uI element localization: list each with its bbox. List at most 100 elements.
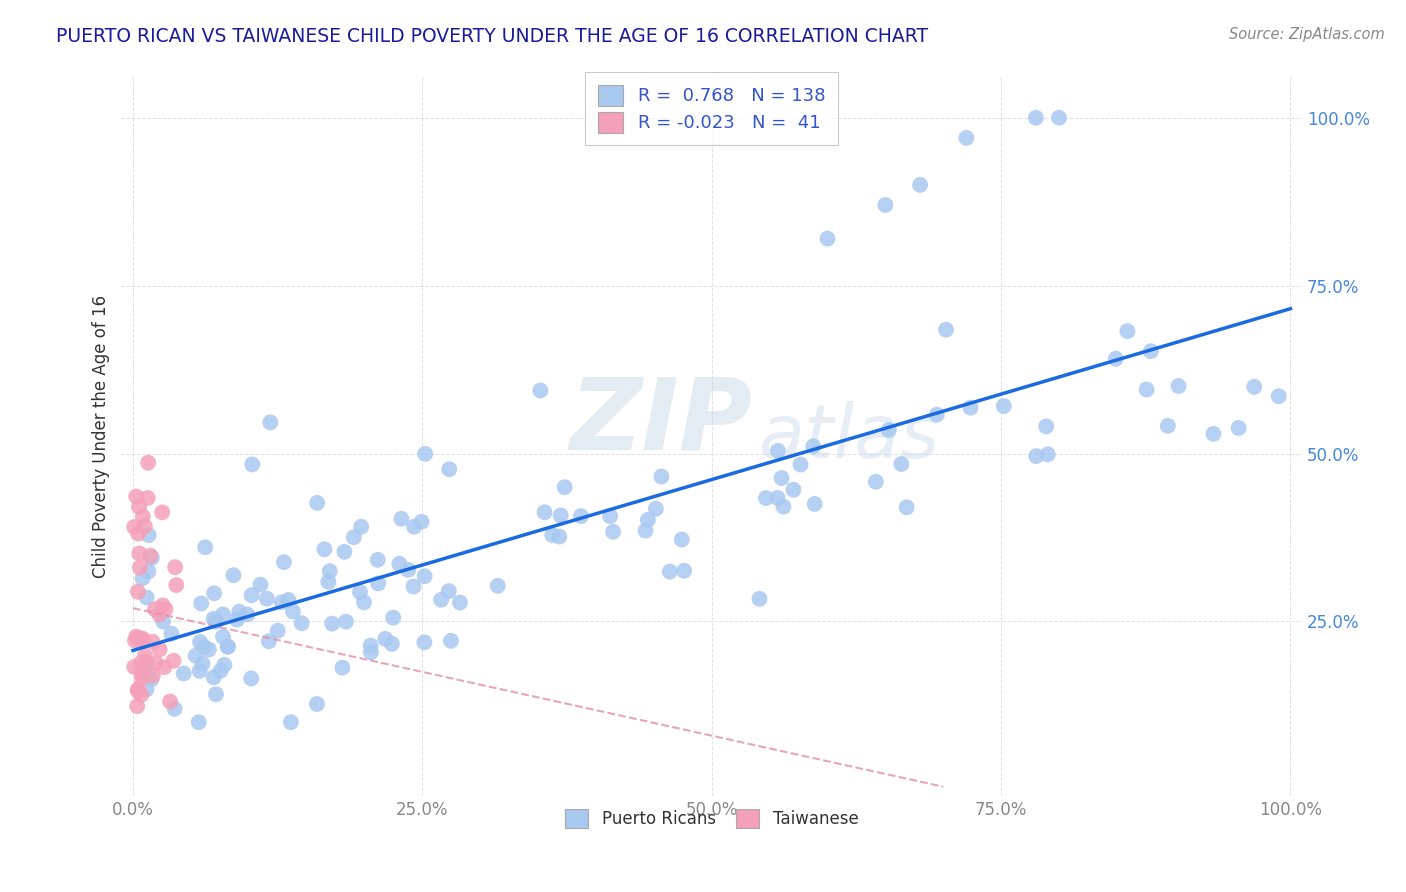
Point xyxy=(150,505,173,519)
Point xyxy=(935,323,957,337)
Point xyxy=(1157,418,1180,433)
Point xyxy=(127,526,149,541)
Point xyxy=(374,632,396,646)
Point xyxy=(755,491,778,505)
Point xyxy=(413,447,436,461)
Point xyxy=(124,633,146,648)
Point xyxy=(142,635,165,649)
Point xyxy=(367,553,389,567)
Point xyxy=(782,483,804,497)
Point xyxy=(877,423,900,437)
Point xyxy=(333,545,356,559)
Point xyxy=(187,715,209,730)
Point xyxy=(993,399,1015,413)
Point xyxy=(650,469,672,483)
Point xyxy=(127,632,149,646)
Point xyxy=(259,416,281,430)
Point xyxy=(548,530,571,544)
Point xyxy=(202,586,225,600)
Point xyxy=(673,564,696,578)
Point xyxy=(141,673,163,687)
Point xyxy=(205,687,228,701)
Point xyxy=(1140,344,1163,359)
Point xyxy=(257,634,280,648)
Point xyxy=(214,657,236,672)
Point xyxy=(127,584,149,599)
Point xyxy=(1025,449,1047,463)
Point xyxy=(188,664,211,678)
Point xyxy=(360,639,382,653)
Point xyxy=(644,501,666,516)
Point xyxy=(766,443,789,458)
Point xyxy=(367,576,389,591)
Point xyxy=(202,612,225,626)
Point xyxy=(908,178,931,192)
Point xyxy=(131,671,153,685)
Point xyxy=(817,232,839,246)
Point xyxy=(141,550,163,565)
Point xyxy=(529,384,551,398)
Point xyxy=(554,480,576,494)
Point xyxy=(925,408,948,422)
Point xyxy=(139,549,162,563)
Point xyxy=(127,699,149,714)
Point xyxy=(437,584,460,599)
Point xyxy=(240,458,263,472)
Point xyxy=(413,569,436,583)
Point xyxy=(136,657,159,672)
Point xyxy=(486,579,509,593)
Point xyxy=(599,509,621,524)
Point xyxy=(335,615,357,629)
Point xyxy=(127,682,149,697)
Point xyxy=(135,591,157,605)
Point xyxy=(202,670,225,684)
Point xyxy=(125,490,148,504)
Point xyxy=(209,664,232,678)
Point xyxy=(411,515,433,529)
Point xyxy=(305,697,328,711)
Point xyxy=(240,672,263,686)
Point xyxy=(129,656,152,670)
Point xyxy=(1047,111,1070,125)
Point xyxy=(955,131,977,145)
Point xyxy=(291,616,314,631)
Point xyxy=(634,524,657,538)
Point xyxy=(381,637,404,651)
Point xyxy=(165,560,187,574)
Point xyxy=(132,509,155,524)
Point xyxy=(122,660,145,674)
Point xyxy=(1035,419,1057,434)
Point xyxy=(256,591,278,606)
Point xyxy=(766,491,789,505)
Point xyxy=(125,630,148,644)
Point xyxy=(129,560,152,574)
Legend: Puerto Ricans, Taiwanese: Puerto Ricans, Taiwanese xyxy=(558,802,865,835)
Point xyxy=(281,605,304,619)
Point xyxy=(131,666,153,681)
Point xyxy=(267,624,290,638)
Point xyxy=(569,509,592,524)
Y-axis label: Child Poverty Under the Age of 16: Child Poverty Under the Age of 16 xyxy=(93,295,110,578)
Point xyxy=(658,565,681,579)
Point xyxy=(198,642,221,657)
Point xyxy=(1025,111,1047,125)
Point xyxy=(136,456,159,470)
Point xyxy=(541,528,564,542)
Point xyxy=(159,694,181,708)
Point xyxy=(127,683,149,698)
Point xyxy=(134,648,156,663)
Point xyxy=(204,615,226,629)
Point xyxy=(193,640,215,654)
Point xyxy=(402,520,425,534)
Point xyxy=(396,563,419,577)
Point xyxy=(1202,426,1225,441)
Point xyxy=(1116,324,1139,338)
Point xyxy=(131,688,153,702)
Point xyxy=(803,497,825,511)
Text: Source: ZipAtlas.com: Source: ZipAtlas.com xyxy=(1229,27,1385,42)
Point xyxy=(273,555,295,569)
Point xyxy=(155,602,177,616)
Point xyxy=(134,519,156,533)
Point xyxy=(770,471,793,485)
Point xyxy=(602,524,624,539)
